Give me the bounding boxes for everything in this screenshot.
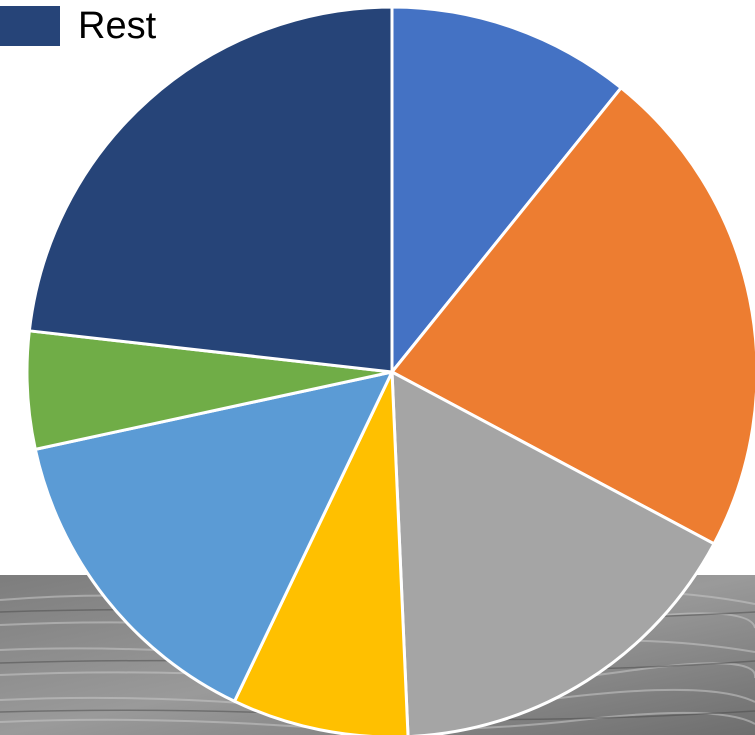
pie-slice-3 [390,370,716,735]
pie-slice-7 [27,5,394,374]
legend: Rest [0,4,156,48]
legend-swatch-rest [0,6,60,46]
pie-slice-2 [390,86,755,546]
pie-slice-4 [233,370,410,735]
pie-slice-1 [390,5,623,374]
legend-label-rest: Rest [78,5,157,47]
pie-slice-5 [33,370,394,703]
